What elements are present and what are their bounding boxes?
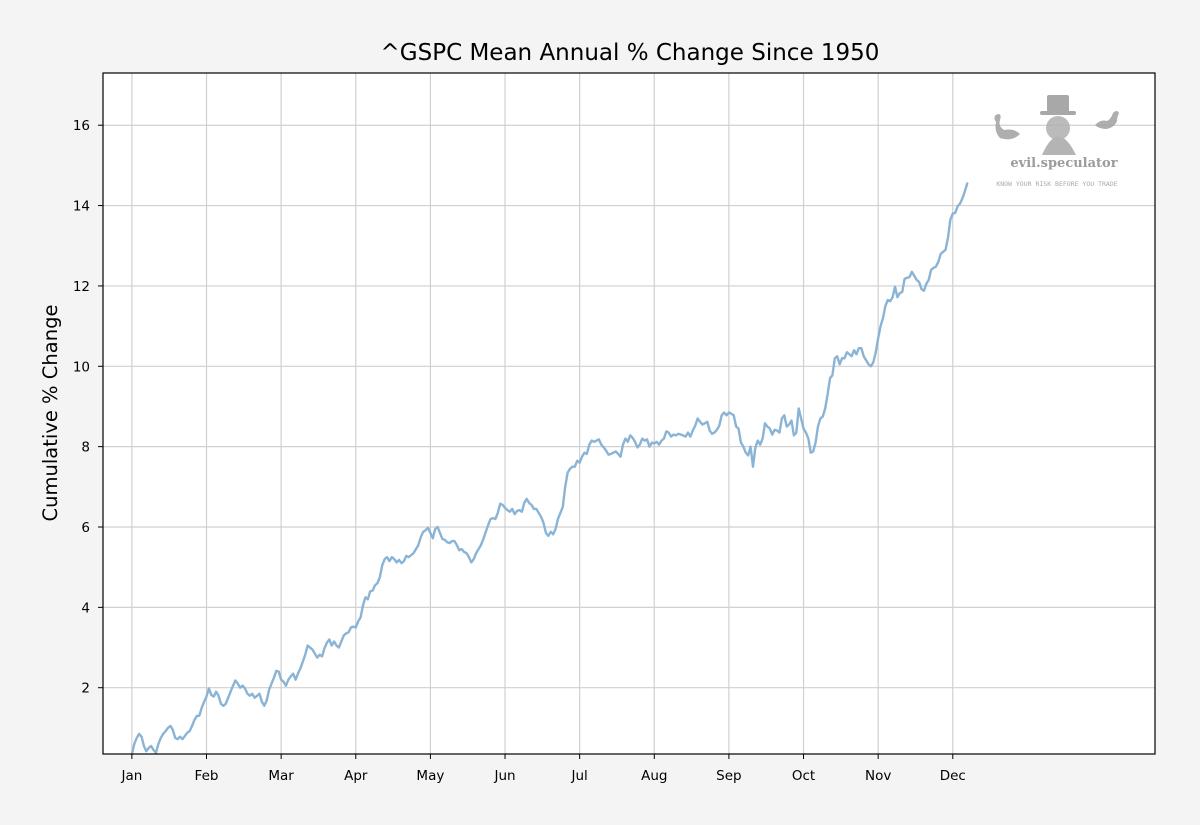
series-line-1 [130,182,969,756]
evil-speculator-watermark: evil.speculator KNOW YOUR RISK BEFORE YO… [994,95,1119,188]
y-axis-label: Cumulative % Change [39,305,62,522]
y-tick-label: 8 [81,440,90,456]
x-tick-label-oct: Oct [792,768,815,784]
watermark-tagline: KNOW YOUR RISK BEFORE YOU TRADE [996,180,1117,188]
x-tick-label-feb: Feb [195,768,219,784]
y-tick-label: 4 [81,600,90,616]
y-tick-label: 14 [73,199,90,215]
x-tick-label-aug: Aug [641,768,667,784]
x-tick-label-jun: Jun [493,768,515,784]
y-tick-label: 12 [73,279,90,295]
plot-area [103,73,1155,754]
watermark-brand: evil.speculator [1010,156,1117,171]
plot-frame [102,72,1156,755]
swan-right-icon [1095,111,1119,129]
grid-lines [103,73,1155,754]
x-tick-label-apr: Apr [344,768,368,784]
x-tick-label-may: May [416,768,444,784]
x-tick-label-jan: Jan [120,768,142,784]
x-tick-label-sep: Sep [716,768,741,784]
x-tick-label-mar: Mar [268,768,294,784]
y-tick-label: 10 [73,359,90,375]
y-tick-label: 6 [81,520,90,536]
series-layer [130,182,969,756]
swan-left-icon [994,114,1020,140]
y-tick-label: 16 [73,118,90,134]
top-hat-figure-icon [1040,95,1076,155]
x-tick-label-nov: Nov [865,768,891,784]
x-tick-label-dec: Dec [940,768,966,784]
axis-ticks: 2 4 6 8 10 12 14 16 Jan Feb Mar Apr May Jun Jul Aug Sep O… [73,118,966,784]
x-tick-label-jul: Jul [571,768,588,784]
y-tick-label: 2 [81,681,90,697]
chart-title: ^GSPC Mean Annual % Change Since 1950 [381,40,880,66]
